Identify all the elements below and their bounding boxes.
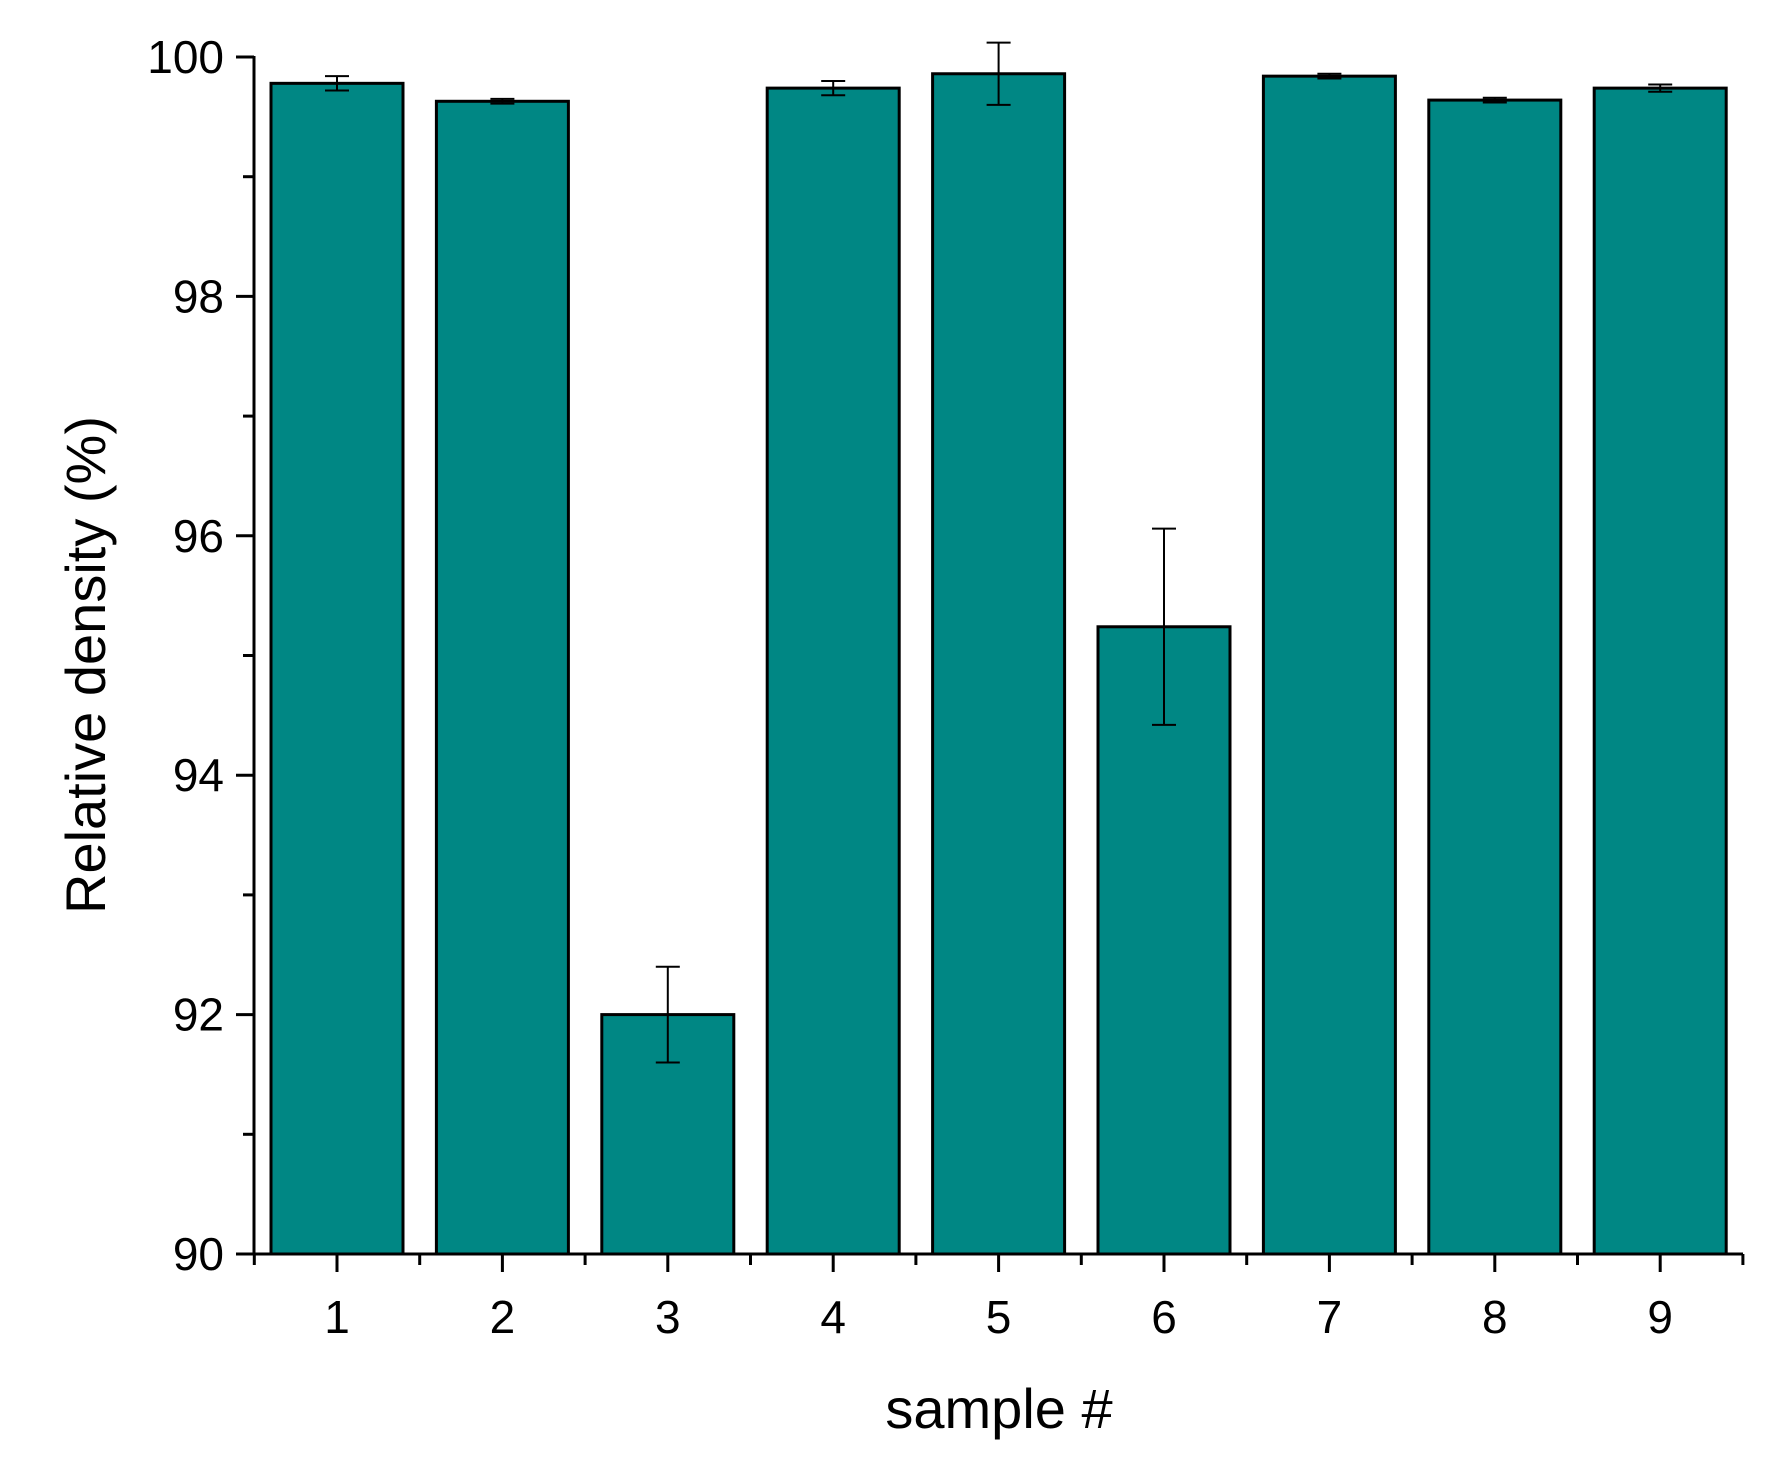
x-tick-label-9: 9 (1647, 1291, 1673, 1343)
error-bars-layer (325, 41, 1673, 1064)
x-tick-label-3: 3 (655, 1291, 681, 1343)
x-tick-label-7: 7 (1317, 1291, 1343, 1343)
y-tick-label-94: 94 (173, 749, 224, 801)
y-tick-label-96: 96 (173, 510, 224, 562)
y-tick-label-90: 90 (173, 1228, 224, 1280)
x-tick-label-5: 5 (986, 1291, 1012, 1343)
y-tick-label-98: 98 (173, 270, 224, 322)
x-tick-label-8: 8 (1482, 1291, 1508, 1343)
x-tick-label-1: 1 (324, 1291, 350, 1343)
y-tick-label-100: 100 (147, 31, 224, 83)
bar-sample-5 (931, 72, 1067, 1256)
bar-sample-2 (434, 99, 570, 1256)
bar-sample-6 (1096, 625, 1232, 1256)
x-axis-title: sample # (885, 1377, 1112, 1440)
x-tick-label-4: 4 (820, 1291, 846, 1343)
x-tick-label-6: 6 (1151, 1291, 1177, 1343)
y-tick-label-92: 92 (173, 989, 224, 1041)
bars-layer (269, 72, 1728, 1256)
bar-sample-7 (1261, 74, 1397, 1256)
x-tick-label-2: 2 (490, 1291, 516, 1343)
bar-sample-4 (765, 86, 901, 1256)
ticks-layer: 90 92 94 96 98 100 1 2 3 4 5 6 7 8 9 (147, 31, 1745, 1343)
bar-sample-9 (1592, 86, 1728, 1256)
bar-sample-8 (1427, 98, 1563, 1256)
y-axis-title: Relative density (%) (54, 416, 117, 914)
bar-sample-1 (269, 81, 405, 1256)
